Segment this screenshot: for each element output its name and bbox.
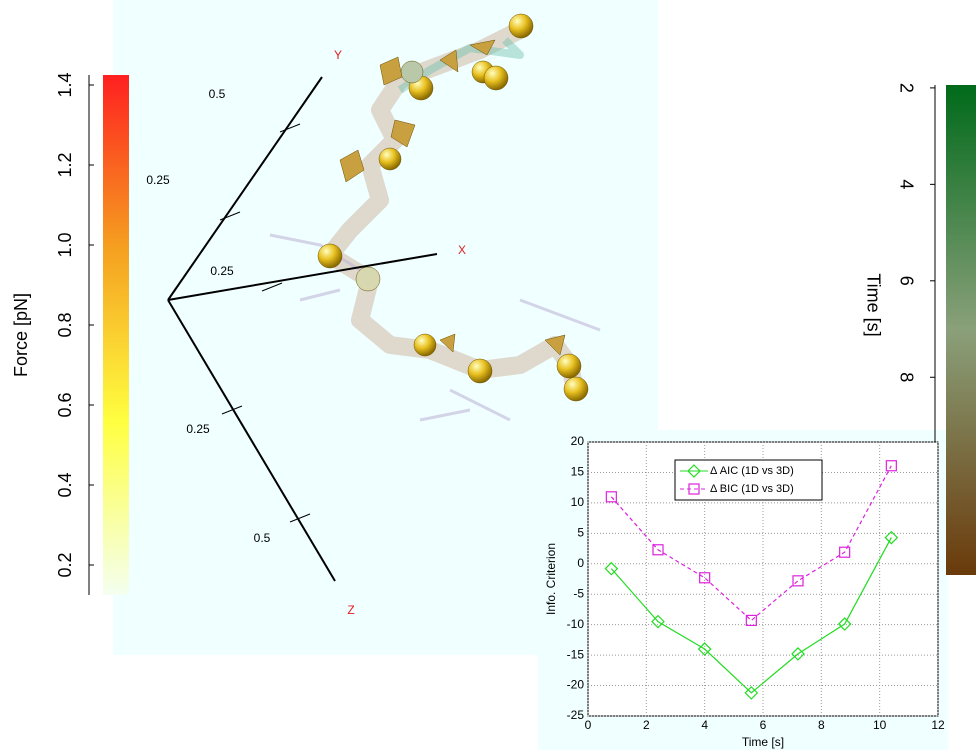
y-tick-label: -25 (567, 708, 585, 722)
tick-label: 0.8 (55, 312, 75, 337)
legend-label: Δ BIC (1D vs 3D) (710, 483, 794, 495)
tick-label: 0.5 (254, 531, 271, 545)
y-tick-label: 20 (571, 434, 585, 448)
tick-label: 4 (896, 179, 916, 189)
axis-title: Time [s] (863, 273, 883, 336)
x-tick-label: 8 (818, 718, 825, 732)
tick-label: 0.2 (55, 552, 75, 577)
x-tick-label: 4 (701, 718, 708, 732)
y-tick-label: -20 (567, 678, 585, 692)
y-tick-label: -5 (573, 586, 584, 600)
tick-label: 0.5 (209, 87, 226, 101)
x-tick-label: 12 (931, 718, 945, 732)
x-axis-title: Time [s] (742, 735, 784, 749)
y-tick-label: 15 (571, 465, 585, 479)
tick-label: 1.2 (55, 152, 75, 177)
y-tick-label: 10 (571, 495, 585, 509)
x-tick-label: 0 (585, 718, 592, 732)
y-tick-label: -10 (567, 617, 585, 631)
colorbar (946, 85, 976, 575)
axis-label: X (458, 243, 466, 257)
tick-label: 0.4 (55, 472, 75, 497)
y-axis-title: Info. Criterion (544, 543, 558, 615)
y-tick-label: -15 (567, 647, 585, 661)
axis-title: Force [pN] (11, 293, 31, 377)
x-tick-label: 10 (873, 718, 887, 732)
axis-label: Z (347, 603, 354, 617)
tick-label: 2 (896, 83, 916, 93)
tick-label: 1.4 (55, 72, 75, 97)
colorbar (103, 75, 129, 595)
tick-label: 0.25 (210, 264, 234, 278)
x-tick-label: 6 (760, 718, 767, 732)
figure: 0.2 0.4 0.6 0.8 1.0 1.2 1.4 Force [pN] 2 4 6 8 10 12 T… (0, 0, 976, 752)
axis-label: Y (334, 48, 342, 62)
tick-label: 6 (896, 276, 916, 286)
tick-label: 0.25 (186, 422, 210, 436)
x-tick-label: 2 (643, 718, 650, 732)
y-tick-label: 0 (577, 556, 584, 570)
tick-label: 8 (896, 372, 916, 382)
tick-label: 0.6 (55, 392, 75, 417)
tick-label: 1.0 (55, 232, 75, 257)
legend-label: Δ AIC (1D vs 3D) (710, 465, 794, 477)
tick-label: 0.25 (146, 173, 170, 187)
y-tick-label: 5 (577, 526, 584, 540)
